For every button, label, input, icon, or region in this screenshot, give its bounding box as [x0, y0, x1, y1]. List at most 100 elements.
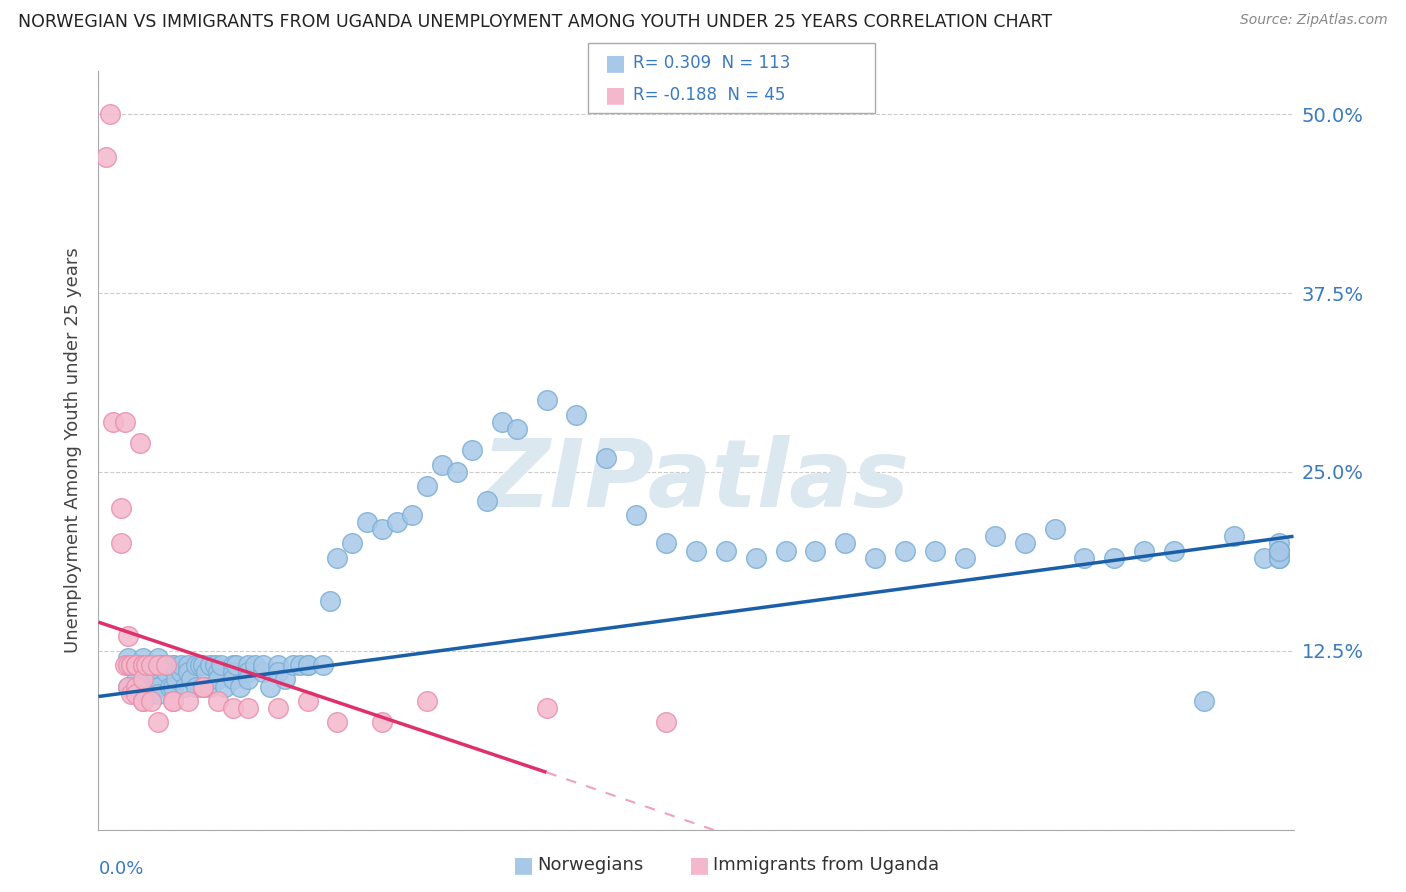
- Point: [125, 687, 148, 701]
- Point: [924, 543, 946, 558]
- Point: [1163, 543, 1185, 558]
- Point: [326, 715, 349, 730]
- Point: [259, 680, 281, 694]
- Text: ■: ■: [689, 855, 710, 875]
- Point: [188, 658, 211, 673]
- Point: [148, 651, 170, 665]
- Point: [139, 687, 162, 701]
- Point: [125, 658, 148, 673]
- Point: [245, 658, 267, 673]
- Point: [162, 694, 184, 708]
- Point: [475, 493, 498, 508]
- Point: [1043, 522, 1066, 536]
- Text: NORWEGIAN VS IMMIGRANTS FROM UGANDA UNEMPLOYMENT AMONG YOUTH UNDER 25 YEARS CORR: NORWEGIAN VS IMMIGRANTS FROM UGANDA UNEM…: [18, 13, 1053, 31]
- Point: [430, 458, 453, 472]
- Point: [775, 543, 797, 558]
- Point: [536, 701, 558, 715]
- Point: [200, 658, 222, 673]
- Point: [110, 500, 132, 515]
- Point: [162, 658, 184, 673]
- Text: 0.0%: 0.0%: [98, 860, 143, 878]
- Point: [135, 658, 157, 673]
- Point: [1267, 543, 1289, 558]
- Point: [416, 694, 439, 708]
- Point: [209, 658, 232, 673]
- Point: [1133, 543, 1156, 558]
- Point: [461, 443, 484, 458]
- Point: [1267, 550, 1289, 565]
- Point: [125, 658, 148, 673]
- Point: [236, 673, 259, 687]
- Point: [288, 658, 311, 673]
- Point: [267, 658, 290, 673]
- Point: [319, 593, 342, 607]
- Point: [204, 658, 226, 673]
- Point: [195, 665, 218, 680]
- Point: [274, 673, 297, 687]
- Point: [132, 658, 155, 673]
- Point: [371, 522, 394, 536]
- Point: [169, 665, 191, 680]
- Point: [222, 673, 245, 687]
- Point: [120, 658, 142, 673]
- Point: [356, 515, 378, 529]
- Point: [236, 701, 259, 715]
- Point: [177, 658, 200, 673]
- Point: [162, 694, 184, 708]
- Point: [655, 536, 678, 550]
- Point: [139, 694, 162, 708]
- Point: [132, 673, 155, 687]
- Point: [1267, 550, 1289, 565]
- Point: [177, 665, 200, 680]
- Point: [120, 658, 142, 673]
- Point: [162, 680, 184, 694]
- Text: R= -0.188  N = 45: R= -0.188 N = 45: [633, 86, 785, 103]
- Point: [139, 680, 162, 694]
- Point: [155, 658, 177, 673]
- Point: [98, 107, 122, 121]
- Point: [222, 701, 245, 715]
- Point: [236, 665, 259, 680]
- Point: [491, 415, 513, 429]
- Point: [114, 658, 136, 673]
- Text: ■: ■: [605, 54, 626, 73]
- Point: [311, 658, 333, 673]
- Point: [143, 665, 166, 680]
- Point: [984, 529, 1007, 543]
- Y-axis label: Unemployment Among Youth under 25 years: Unemployment Among Youth under 25 years: [65, 248, 83, 653]
- Point: [1267, 543, 1289, 558]
- Point: [1192, 694, 1215, 708]
- Point: [139, 658, 162, 673]
- Point: [125, 680, 148, 694]
- Text: Immigrants from Uganda: Immigrants from Uganda: [713, 856, 939, 874]
- Point: [267, 701, 290, 715]
- Point: [626, 508, 648, 522]
- Point: [1104, 550, 1126, 565]
- Point: [94, 150, 117, 164]
- Point: [132, 658, 155, 673]
- Point: [267, 665, 290, 680]
- Point: [148, 658, 170, 673]
- Point: [132, 694, 155, 708]
- Point: [222, 658, 245, 673]
- Point: [114, 415, 136, 429]
- Point: [745, 550, 768, 565]
- Point: [804, 543, 827, 558]
- Point: [148, 658, 170, 673]
- Point: [655, 715, 678, 730]
- Point: [1267, 536, 1289, 550]
- Point: [281, 658, 304, 673]
- Point: [191, 658, 214, 673]
- Text: ZIPatlas: ZIPatlas: [482, 434, 910, 527]
- Point: [252, 665, 274, 680]
- Point: [184, 658, 207, 673]
- Point: [177, 694, 200, 708]
- Point: [297, 658, 319, 673]
- Text: ■: ■: [513, 855, 534, 875]
- Point: [139, 658, 162, 673]
- Point: [326, 550, 349, 565]
- Point: [714, 543, 737, 558]
- Point: [169, 658, 191, 673]
- Point: [342, 536, 364, 550]
- Point: [129, 436, 152, 450]
